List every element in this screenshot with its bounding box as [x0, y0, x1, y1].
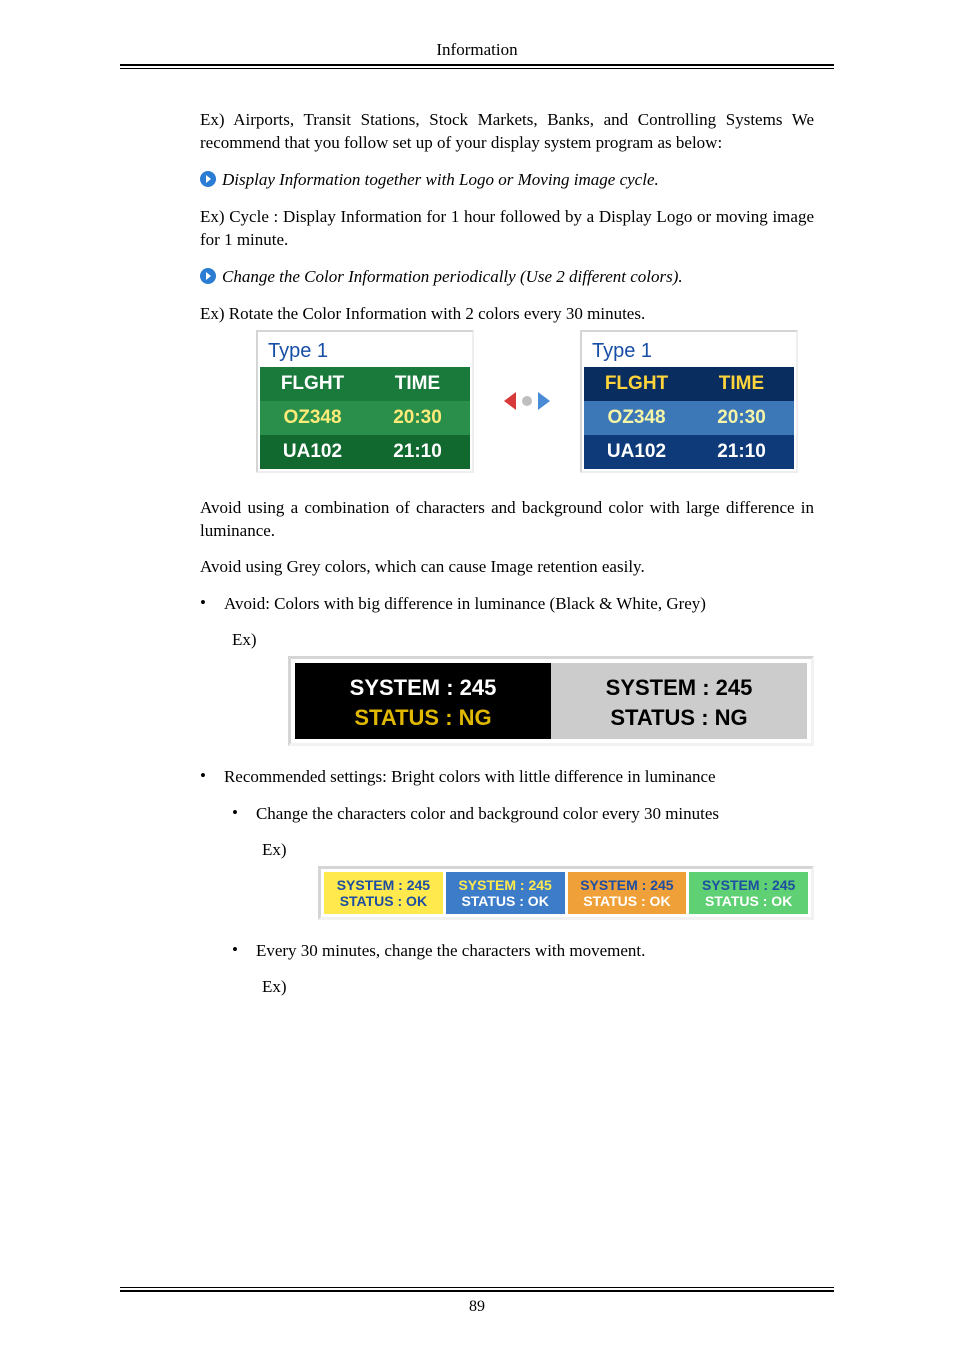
page-header-title: Information — [120, 40, 834, 60]
footer-rule-thin — [120, 1287, 834, 1288]
paragraph-rotate: Ex) Rotate the Color Information with 2 … — [200, 303, 814, 326]
ex-label-2: Ex) — [262, 840, 814, 860]
note-row-2: Change the Color Information periodicall… — [200, 266, 814, 289]
stat-text: STATUS : OK — [689, 893, 808, 909]
ok-cell-1: SYSTEM : 245 STATUS : OK — [324, 872, 443, 914]
arrow-bullet-icon — [200, 268, 216, 284]
double-arrow-icon — [474, 390, 580, 412]
ok-cell-3: SYSTEM : 245 STATUS : OK — [568, 872, 687, 914]
cell: 21:10 — [689, 435, 794, 469]
ng-cell-grey: SYSTEM : 245 STATUS : NG — [551, 663, 807, 739]
list-item-recommended: • Recommended settings: Bright colors wi… — [200, 766, 814, 789]
sys-text: SYSTEM : 245 — [551, 675, 807, 701]
cell: OZ348 — [260, 401, 365, 435]
flight-table-right: FLGHT TIME OZ348 20:30 UA102 21:10 — [584, 367, 794, 469]
paragraph-avoid-2: Avoid using Grey colors, which can cause… — [200, 556, 814, 579]
cell: 20:30 — [689, 401, 794, 435]
header-rule — [120, 64, 834, 66]
header-rule-thin — [120, 68, 834, 69]
footer-rule-thick — [120, 1290, 834, 1292]
stat-text: STATUS : OK — [446, 893, 565, 909]
sys-text: SYSTEM : 245 — [568, 877, 687, 893]
list-item-avoid: • Avoid: Colors with big difference in l… — [200, 593, 814, 616]
sys-text: SYSTEM : 245 — [689, 877, 808, 893]
note-2-text: Change the Color Information periodicall… — [222, 266, 683, 289]
hdr-flght: FLGHT — [584, 367, 689, 401]
cell: 21:10 — [365, 435, 470, 469]
list-item-movement: • Every 30 minutes, change the character… — [200, 940, 814, 963]
note-row-1: Display Information together with Logo o… — [200, 169, 814, 192]
cell: OZ348 — [584, 401, 689, 435]
type-label-left: Type 1 — [260, 334, 470, 367]
bullet-dot: • — [232, 940, 238, 960]
bullet-dot: • — [200, 593, 206, 613]
list-text: Change the characters color and backgrou… — [256, 803, 719, 826]
stat-text: STATUS : NG — [295, 705, 551, 731]
ok-cell-4: SYSTEM : 245 STATUS : OK — [689, 872, 808, 914]
bullet-dot: • — [232, 803, 238, 823]
type-label-right: Type 1 — [584, 334, 794, 367]
cell: UA102 — [584, 435, 689, 469]
page-number: 89 — [120, 1298, 834, 1316]
page: Information Ex) Airports, Transit Statio… — [0, 0, 954, 1350]
flight-panel-left: Type 1 FLGHT TIME OZ348 20:30 UA102 21:1 — [256, 330, 474, 473]
paragraph-intro: Ex) Airports, Transit Stations, Stock Ma… — [200, 109, 814, 155]
list-text: Avoid: Colors with big difference in lum… — [224, 593, 706, 616]
list-text: Recommended settings: Bright colors with… — [224, 766, 716, 789]
cell: 20:30 — [365, 401, 470, 435]
ok-cell-2: SYSTEM : 245 STATUS : OK — [446, 872, 565, 914]
figure-system-ok: SYSTEM : 245 STATUS : OK SYSTEM : 245 ST… — [318, 866, 814, 920]
hdr-time: TIME — [689, 367, 794, 401]
paragraph-avoid-1: Avoid using a combination of characters … — [200, 497, 814, 543]
hdr-flght: FLGHT — [260, 367, 365, 401]
stat-text: STATUS : OK — [324, 893, 443, 909]
flight-table-left: FLGHT TIME OZ348 20:30 UA102 21:10 — [260, 367, 470, 469]
figure-flight-tables: Type 1 FLGHT TIME OZ348 20:30 UA102 21:1 — [256, 330, 814, 473]
page-footer: 89 — [120, 1287, 834, 1316]
ex-label-1: Ex) — [232, 630, 814, 650]
ex-label-3: Ex) — [262, 977, 814, 997]
sys-text: SYSTEM : 245 — [295, 675, 551, 701]
list-text: Every 30 minutes, change the characters … — [256, 940, 645, 963]
hdr-time: TIME — [365, 367, 470, 401]
paragraph-cycle: Ex) Cycle : Display Information for 1 ho… — [200, 206, 814, 252]
ng-cell-black: SYSTEM : 245 STATUS : NG — [295, 663, 551, 739]
cell: UA102 — [260, 435, 365, 469]
stat-text: STATUS : NG — [551, 705, 807, 731]
bullet-dot: • — [200, 766, 206, 786]
note-1-text: Display Information together with Logo o… — [222, 169, 659, 192]
sys-text: SYSTEM : 245 — [446, 877, 565, 893]
stat-text: STATUS : OK — [568, 893, 687, 909]
flight-panel-right: Type 1 FLGHT TIME OZ348 20:30 UA102 21:1 — [580, 330, 798, 473]
arrow-bullet-icon — [200, 171, 216, 187]
content-area: Ex) Airports, Transit Stations, Stock Ma… — [120, 109, 834, 997]
figure-system-ng: SYSTEM : 245 STATUS : NG SYSTEM : 245 ST… — [288, 656, 814, 746]
sys-text: SYSTEM : 245 — [324, 877, 443, 893]
list-item-change-color: • Change the characters color and backgr… — [200, 803, 814, 826]
